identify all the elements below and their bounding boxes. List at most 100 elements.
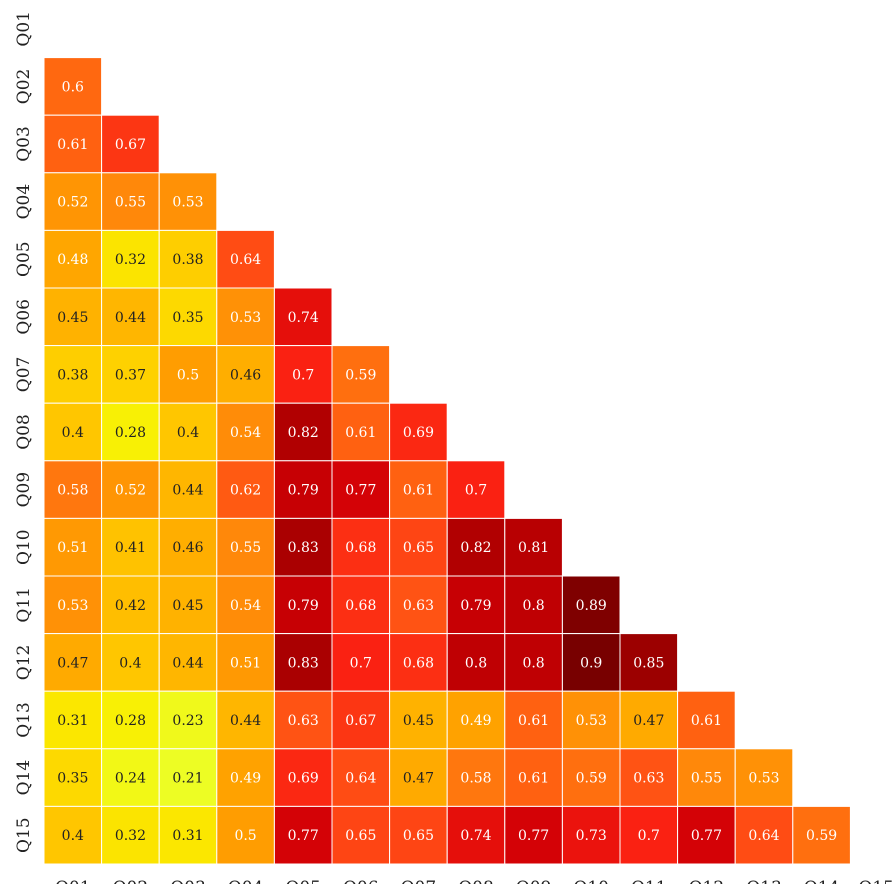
x-tick-Q11: Q11 <box>631 878 667 884</box>
heatmap-cell-Q07-Q06 <box>331 345 391 404</box>
cell-value-Q13-Q11: 0.47 <box>633 713 664 729</box>
cell-value-Q06-Q02: 0.44 <box>115 310 146 326</box>
heatmap-cell-Q14-Q06 <box>331 748 391 807</box>
x-tick-Q15: Q15 <box>858 878 894 884</box>
cell-value-Q15-Q02: 0.32 <box>115 828 146 844</box>
heatmap-cell-Q07-Q02 <box>101 345 160 404</box>
cell-value-Q06-Q05: 0.74 <box>288 310 319 326</box>
cell-value-Q09-Q07: 0.61 <box>403 483 434 499</box>
cell-value-Q08-Q06: 0.61 <box>345 425 376 441</box>
cell-value-Q04-Q02: 0.55 <box>115 195 146 211</box>
x-tick-Q13: Q13 <box>746 878 782 884</box>
heatmap-cell-Q09-Q01 <box>43 460 103 519</box>
heatmap-cell-Q07-Q03 <box>158 345 218 404</box>
cell-value-Q12-Q07: 0.68 <box>403 655 434 671</box>
cell-value-Q14-Q05: 0.69 <box>288 771 319 787</box>
cell-value-Q12-Q08: 0.8 <box>465 655 487 671</box>
x-tick-Q04: Q04 <box>228 878 264 884</box>
cell-value-Q06-Q04: 0.53 <box>230 310 261 326</box>
heatmap-cell-Q13-Q12 <box>677 690 736 750</box>
heatmap-cell-Q13-Q04 <box>216 690 275 750</box>
cell-value-Q13-Q01: 0.31 <box>57 713 88 729</box>
cell-value-Q11-Q05: 0.79 <box>288 598 319 614</box>
heatmap-cell-Q11-Q10 <box>561 575 621 635</box>
cell-value-Q14-Q11: 0.63 <box>633 771 664 787</box>
x-tick-Q02: Q02 <box>113 878 149 884</box>
x-tick-Q06: Q06 <box>343 878 379 884</box>
cell-value-Q15-Q01: 0.4 <box>62 828 84 844</box>
cell-value-Q02-Q01: 0.6 <box>62 79 84 95</box>
cell-value-Q15-Q07: 0.65 <box>403 828 434 844</box>
cell-value-Q15-Q11: 0.7 <box>638 828 660 844</box>
heatmap-cell-Q03-Q01 <box>43 114 103 174</box>
cell-value-Q06-Q01: 0.45 <box>57 310 88 326</box>
cell-value-Q14-Q08: 0.58 <box>460 771 491 787</box>
heatmap-cell-Q14-Q10 <box>561 748 621 807</box>
heatmap-cell-Q05-Q02 <box>101 229 160 289</box>
x-tick-Q07: Q07 <box>401 878 437 884</box>
cell-value-Q08-Q04: 0.54 <box>230 425 261 441</box>
x-tick-Q12: Q12 <box>689 878 725 884</box>
cell-value-Q13-Q08: 0.49 <box>460 713 491 729</box>
y-tick-labels: Q01 Q02 Q03 Q04 Q05 Q06 Q07 Q08 Q09 Q10 Q11 Q12 Q13 Q… <box>14 11 34 853</box>
heatmap-cell-Q15-Q08 <box>446 805 506 865</box>
heatmap-cell-Q08-Q02 <box>101 402 160 462</box>
cell-value-Q10-Q03: 0.46 <box>172 540 203 556</box>
heatmap-cell-Q11-Q02 <box>101 575 160 635</box>
cell-value-Q12-Q01: 0.47 <box>57 655 88 671</box>
y-tick-Q10: Q10 <box>14 529 34 565</box>
cell-value-Q12-Q09: 0.8 <box>522 655 544 671</box>
heatmap-cell-Q10-Q07 <box>389 517 448 577</box>
cell-value-Q11-Q01: 0.53 <box>57 598 88 614</box>
heatmap-cell-Q11-Q01 <box>43 575 103 635</box>
heatmap-cell-Q15-Q04 <box>216 805 275 865</box>
heatmap-cell-Q14-Q03 <box>158 748 218 807</box>
cell-value-Q05-Q04: 0.64 <box>230 252 261 268</box>
cell-value-Q15-Q09: 0.77 <box>518 828 549 844</box>
heatmap-cell-Q13-Q08 <box>446 690 506 750</box>
heatmap-cell-Q15-Q02 <box>101 805 160 865</box>
cell-value-Q11-Q04: 0.54 <box>230 598 261 614</box>
cell-value-Q14-Q04: 0.49 <box>230 771 261 787</box>
cell-value-Q10-Q05: 0.83 <box>288 540 319 556</box>
cell-value-Q10-Q01: 0.51 <box>57 540 88 556</box>
cell-value-Q12-Q11: 0.85 <box>633 655 664 671</box>
heatmap-cell-Q10-Q09 <box>504 517 563 577</box>
x-tick-labels: Q01 Q02 Q03 Q04 Q05 Q06 Q07 Q08 Q09 Q10 Q11 Q12 Q13 Q… <box>55 878 894 884</box>
heatmap-cell-Q11-Q04 <box>216 575 275 635</box>
heatmap-cell-Q11-Q06 <box>331 575 391 635</box>
y-tick-Q01: Q01 <box>14 11 34 47</box>
heatmap-cell-Q12-Q04 <box>216 633 275 692</box>
cell-value-Q07-Q03: 0.5 <box>177 367 199 383</box>
cell-value-Q14-Q12: 0.55 <box>691 771 722 787</box>
heatmap-cell-Q08-Q06 <box>331 402 391 462</box>
cell-value-Q10-Q09: 0.81 <box>518 540 549 556</box>
y-tick-Q13: Q13 <box>14 702 34 738</box>
y-tick-Q15: Q15 <box>14 817 34 853</box>
heatmap-cell-Q15-Q03 <box>158 805 218 865</box>
heatmap-cell-Q15-Q14 <box>792 805 851 865</box>
heatmap-cell-Q08-Q07 <box>389 402 448 462</box>
cell-value-Q04-Q01: 0.52 <box>57 195 88 211</box>
cell-value-Q15-Q14: 0.59 <box>806 828 837 844</box>
cell-value-Q13-Q03: 0.23 <box>172 713 203 729</box>
heatmap-cell-Q15-Q13 <box>734 805 794 865</box>
cell-value-Q09-Q03: 0.44 <box>172 483 203 499</box>
cell-value-Q11-Q09: 0.8 <box>522 598 544 614</box>
heatmap-cell-Q15-Q06 <box>331 805 391 865</box>
heatmap-cell-Q15-Q01 <box>43 805 103 865</box>
cell-value-Q15-Q08: 0.74 <box>460 828 491 844</box>
heatmap-cell-Q05-Q04 <box>216 229 275 289</box>
heatmap-cell-Q12-Q01 <box>43 633 103 692</box>
heatmap-cell-Q06-Q04 <box>216 287 275 347</box>
heatmap-cell-Q13-Q10 <box>561 690 621 750</box>
heatmap-cell-Q02-Q01 <box>43 57 103 116</box>
heatmap-cell-Q14-Q09 <box>504 748 563 807</box>
y-tick-Q09: Q09 <box>14 472 34 508</box>
heatmap-cell-Q06-Q02 <box>101 287 160 347</box>
cell-value-Q03-Q02: 0.67 <box>115 137 146 153</box>
cell-value-Q08-Q07: 0.69 <box>403 425 434 441</box>
heatmap-cell-Q15-Q09 <box>504 805 563 865</box>
heatmap-cell-Q11-Q05 <box>273 575 333 635</box>
